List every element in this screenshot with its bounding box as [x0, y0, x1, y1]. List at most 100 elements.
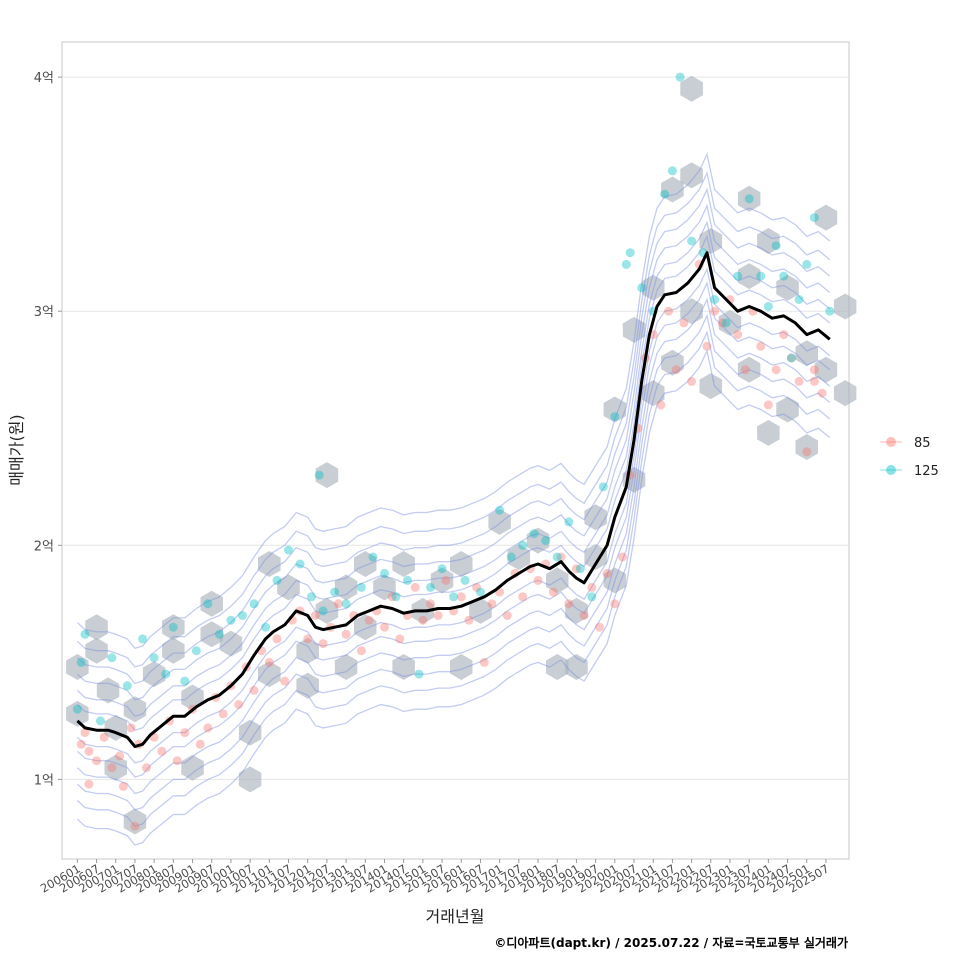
point-85: [763, 400, 773, 410]
point-125: [437, 564, 447, 574]
x-axis-title: 거래년월: [426, 907, 485, 926]
hex-bin: [757, 228, 780, 254]
hex-bin: [258, 551, 281, 577]
point-85: [272, 634, 282, 644]
point-85: [426, 599, 435, 609]
hex-bin: [315, 462, 339, 489]
hex-bin: [238, 766, 262, 793]
contour-line: [76, 330, 831, 827]
point-85: [76, 739, 86, 749]
hex-bin: [162, 614, 185, 641]
hex-bin: [334, 654, 358, 680]
point-85: [464, 615, 474, 625]
contour-line: [76, 171, 831, 668]
legend-item-125: 125: [880, 464, 939, 479]
point-125: [76, 657, 86, 667]
point-85: [418, 615, 428, 625]
hex-bin: [680, 75, 703, 102]
point-125: [161, 669, 171, 679]
point-85: [702, 341, 712, 351]
point-125: [122, 681, 132, 691]
point-85: [387, 592, 397, 602]
point-85: [456, 592, 466, 602]
point-125: [529, 529, 539, 539]
hex-bin: [776, 396, 799, 423]
hex-bin: [142, 661, 166, 688]
point-125: [318, 606, 328, 616]
point-125: [802, 259, 812, 269]
point-85: [610, 599, 620, 609]
point-85: [809, 376, 819, 386]
point-85: [218, 709, 228, 719]
point-85: [802, 447, 812, 457]
point-85: [310, 611, 320, 620]
hex-bin: [200, 621, 223, 648]
point-125: [261, 622, 270, 632]
hex-bin: [565, 654, 588, 680]
point-125: [637, 283, 647, 293]
point-125: [786, 353, 796, 363]
point-125: [552, 552, 562, 562]
point-125: [794, 295, 804, 304]
hex-bin: [104, 754, 127, 781]
point-85: [779, 330, 789, 340]
hex-bin: [622, 316, 646, 343]
point-85: [84, 779, 94, 789]
point-125: [825, 306, 835, 316]
point-125: [414, 669, 424, 679]
point-85: [771, 365, 781, 375]
hex-bin: [123, 808, 147, 835]
x-axis: 2006012006072007012007072008012008072009…: [38, 859, 831, 896]
hex-bin: [737, 263, 761, 290]
point-85: [656, 400, 666, 410]
point-85: [479, 657, 489, 667]
point-85: [579, 611, 589, 620]
point-85: [157, 746, 167, 756]
point-85: [341, 629, 351, 639]
legend-key-85: [886, 437, 896, 447]
hex-bin: [507, 544, 531, 570]
point-85: [333, 599, 343, 609]
hex-bin: [584, 544, 607, 570]
point-125: [575, 564, 585, 574]
y-tick-label: 4억: [34, 71, 54, 86]
hex-density-layer: [66, 75, 857, 835]
legend-key-125: [886, 465, 896, 475]
hex-bin: [776, 274, 799, 301]
contour-line: [76, 267, 831, 764]
point-85: [564, 599, 574, 609]
point-85: [733, 330, 743, 340]
hex-bin: [833, 293, 857, 320]
point-85: [756, 341, 766, 351]
hex-bin: [603, 396, 627, 423]
legend-item-85: 85: [880, 436, 931, 451]
point-125: [598, 482, 608, 492]
point-125: [744, 194, 754, 204]
hex-bin: [718, 309, 742, 336]
point-125: [460, 575, 470, 585]
hex-bin: [96, 677, 120, 704]
contour-line: [76, 234, 831, 731]
hex-bin: [85, 614, 108, 641]
hex-bin: [392, 551, 415, 577]
point-125: [587, 592, 597, 602]
legend: 85 125: [880, 436, 939, 479]
hex-bin: [334, 574, 358, 601]
point-85: [618, 552, 627, 562]
contour-line: [76, 203, 831, 701]
hex-bin: [661, 176, 684, 203]
point-125: [495, 505, 505, 515]
hex-bin: [737, 185, 761, 212]
point-85: [249, 685, 259, 695]
point-85: [717, 318, 727, 328]
trend-line-layer: [76, 251, 831, 749]
point-125: [449, 592, 459, 602]
point-125: [356, 582, 366, 592]
point-85: [518, 592, 528, 602]
point-125: [203, 599, 213, 609]
hex-bin: [66, 654, 89, 680]
hex-bin: [546, 654, 569, 680]
hex-bin: [680, 162, 703, 189]
point-125: [506, 552, 516, 562]
point-85: [172, 756, 182, 766]
